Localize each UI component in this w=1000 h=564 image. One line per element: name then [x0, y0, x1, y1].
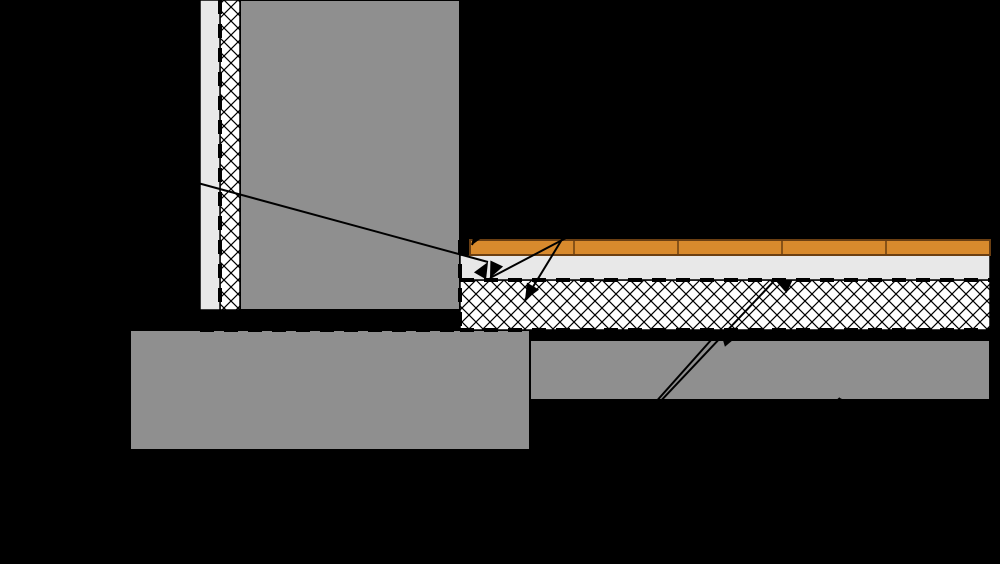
insulation-layer	[460, 280, 990, 330]
wall-insulation-strip	[220, 0, 240, 310]
label-screed: Стяжка	[45, 142, 120, 165]
footing	[130, 330, 530, 450]
label-second-layer-line2: утеплителя используется минеральная вата	[28, 510, 495, 533]
label-slab: Бетонная плита	[760, 450, 926, 473]
wall	[240, 0, 460, 310]
label-second-layer-line1: Второй слой гидроизоляции, если в качест…	[28, 482, 504, 505]
label-thermal: Теплоизоляция	[650, 77, 811, 100]
wall-screed-strip	[200, 0, 220, 310]
label-waterproof: Гидроизоляция	[688, 150, 850, 173]
concrete-slab	[530, 340, 990, 400]
label-floor-covering: Напольное покрытие	[560, 32, 783, 55]
